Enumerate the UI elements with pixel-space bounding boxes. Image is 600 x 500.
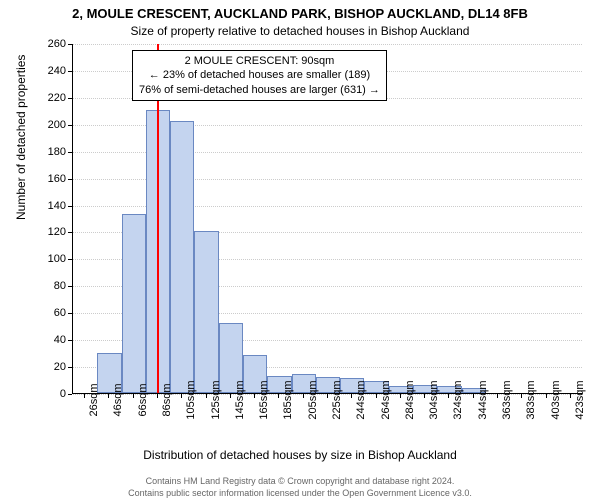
histogram-chart: 2, MOULE CRESCENT, AUCKLAND PARK, BISHOP… — [0, 0, 600, 500]
xtick-mark — [448, 394, 449, 398]
xtick-mark — [108, 394, 109, 398]
ytick-label: 140 — [34, 200, 66, 212]
xtick-mark — [84, 394, 85, 398]
xtick-label: 205sqm — [307, 380, 319, 419]
annotation-line: ← 23% of detached houses are smaller (18… — [139, 68, 380, 82]
ytick-mark — [68, 340, 72, 341]
xtick-mark — [327, 394, 328, 398]
ytick-label: 160 — [34, 173, 66, 185]
ytick-label: 220 — [34, 92, 66, 104]
xtick-label: 66sqm — [137, 383, 149, 416]
xtick-label: 284sqm — [404, 380, 416, 419]
histogram-bar — [122, 214, 146, 393]
xtick-label: 363sqm — [501, 380, 513, 419]
xtick-mark — [376, 394, 377, 398]
chart-title-main: 2, MOULE CRESCENT, AUCKLAND PARK, BISHOP… — [0, 6, 600, 21]
xtick-label: 344sqm — [477, 380, 489, 419]
histogram-bar — [170, 121, 194, 393]
ytick-mark — [68, 232, 72, 233]
xtick-label: 324sqm — [452, 380, 464, 419]
ytick-label: 180 — [34, 146, 66, 158]
xtick-label: 105sqm — [185, 380, 197, 419]
xtick-mark — [278, 394, 279, 398]
ytick-label: 200 — [34, 119, 66, 131]
xtick-mark — [254, 394, 255, 398]
xtick-mark — [181, 394, 182, 398]
xtick-mark — [473, 394, 474, 398]
xtick-label: 46sqm — [112, 383, 124, 416]
ytick-label: 100 — [34, 253, 66, 265]
footer-copyright-1: Contains HM Land Registry data © Crown c… — [0, 476, 600, 486]
xtick-label: 423sqm — [574, 380, 586, 419]
ytick-mark — [68, 367, 72, 368]
xtick-mark — [570, 394, 571, 398]
xtick-label: 304sqm — [428, 380, 440, 419]
gridline — [73, 44, 582, 45]
ytick-mark — [68, 98, 72, 99]
xtick-label: 225sqm — [331, 380, 343, 419]
xtick-mark — [400, 394, 401, 398]
ytick-mark — [68, 394, 72, 395]
footer-copyright-2: Contains public sector information licen… — [0, 488, 600, 498]
ytick-mark — [68, 125, 72, 126]
annotation-line: 2 MOULE CRESCENT: 90sqm — [139, 54, 380, 68]
ytick-mark — [68, 206, 72, 207]
xtick-mark — [424, 394, 425, 398]
histogram-bar — [194, 231, 218, 393]
ytick-mark — [68, 313, 72, 314]
ytick-mark — [68, 152, 72, 153]
xtick-label: 264sqm — [380, 380, 392, 419]
xtick-mark — [133, 394, 134, 398]
ytick-mark — [68, 71, 72, 72]
ytick-label: 260 — [34, 38, 66, 50]
ytick-label: 80 — [34, 280, 66, 292]
xtick-label: 383sqm — [525, 380, 537, 419]
annotation-line: 76% of semi-detached houses are larger (… — [139, 83, 380, 97]
chart-title-sub: Size of property relative to detached ho… — [0, 24, 600, 38]
xtick-mark — [230, 394, 231, 398]
ytick-mark — [68, 179, 72, 180]
xtick-mark — [157, 394, 158, 398]
xtick-mark — [351, 394, 352, 398]
xtick-label: 86sqm — [161, 383, 173, 416]
annotation-box: 2 MOULE CRESCENT: 90sqm← 23% of detached… — [132, 50, 387, 101]
xtick-label: 125sqm — [210, 380, 222, 419]
xtick-label: 145sqm — [234, 380, 246, 419]
x-axis-label: Distribution of detached houses by size … — [0, 448, 600, 462]
xtick-label: 403sqm — [550, 380, 562, 419]
ytick-label: 240 — [34, 65, 66, 77]
ytick-label: 120 — [34, 226, 66, 238]
ytick-mark — [68, 44, 72, 45]
y-axis-label: Number of detached properties — [14, 55, 28, 220]
ytick-label: 20 — [34, 361, 66, 373]
xtick-label: 165sqm — [258, 380, 270, 419]
ytick-label: 40 — [34, 334, 66, 346]
ytick-label: 60 — [34, 307, 66, 319]
xtick-mark — [497, 394, 498, 398]
xtick-mark — [521, 394, 522, 398]
xtick-mark — [303, 394, 304, 398]
ytick-mark — [68, 286, 72, 287]
xtick-label: 26sqm — [88, 383, 100, 416]
ytick-mark — [68, 259, 72, 260]
xtick-mark — [546, 394, 547, 398]
xtick-label: 185sqm — [282, 380, 294, 419]
ytick-label: 0 — [34, 388, 66, 400]
xtick-label: 244sqm — [355, 380, 367, 419]
xtick-mark — [206, 394, 207, 398]
